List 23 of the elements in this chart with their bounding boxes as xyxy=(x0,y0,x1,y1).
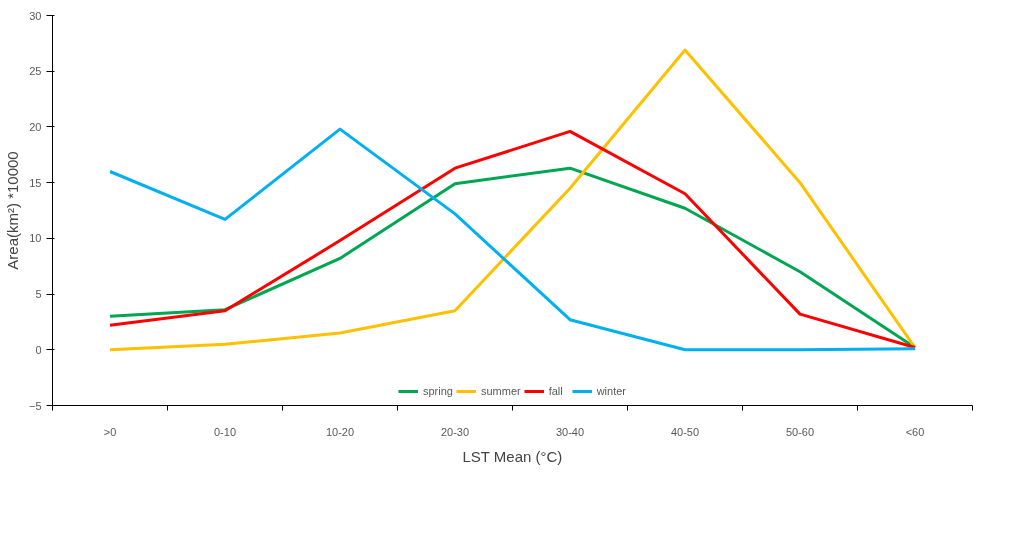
line-series xyxy=(108,48,917,352)
y-tick-label: 10 xyxy=(29,232,42,245)
x-tick-label: 30-40 xyxy=(555,425,585,438)
legend-label: summer xyxy=(480,385,521,397)
y-axis-title: Area(km²) *10000 xyxy=(3,151,21,270)
y-tick-label: −5 xyxy=(28,399,42,412)
y-tick-label: 20 xyxy=(29,120,42,133)
x-tick-label: 0-10 xyxy=(213,425,237,438)
legend-label: winter xyxy=(596,385,627,397)
y-tick-label: 0 xyxy=(35,343,42,356)
x-tick-label: 40-50 xyxy=(670,425,700,438)
x-tick-label: <60 xyxy=(905,425,925,438)
legend-label: fall xyxy=(548,385,564,397)
x-tick-label: >0 xyxy=(103,425,117,438)
x-tick-label: 50-60 xyxy=(785,425,815,438)
y-tick-label: 30 xyxy=(29,9,42,22)
legend-label: spring xyxy=(422,385,453,397)
y-tick-label: 15 xyxy=(29,176,42,189)
x-tick-label: 10-20 xyxy=(325,425,355,438)
x-tick-label: 20-30 xyxy=(440,425,470,438)
y-tick-label: 25 xyxy=(29,65,42,78)
x-axis-title: LST Mean (°C) xyxy=(462,447,563,465)
y-tick-label: 5 xyxy=(35,288,42,301)
